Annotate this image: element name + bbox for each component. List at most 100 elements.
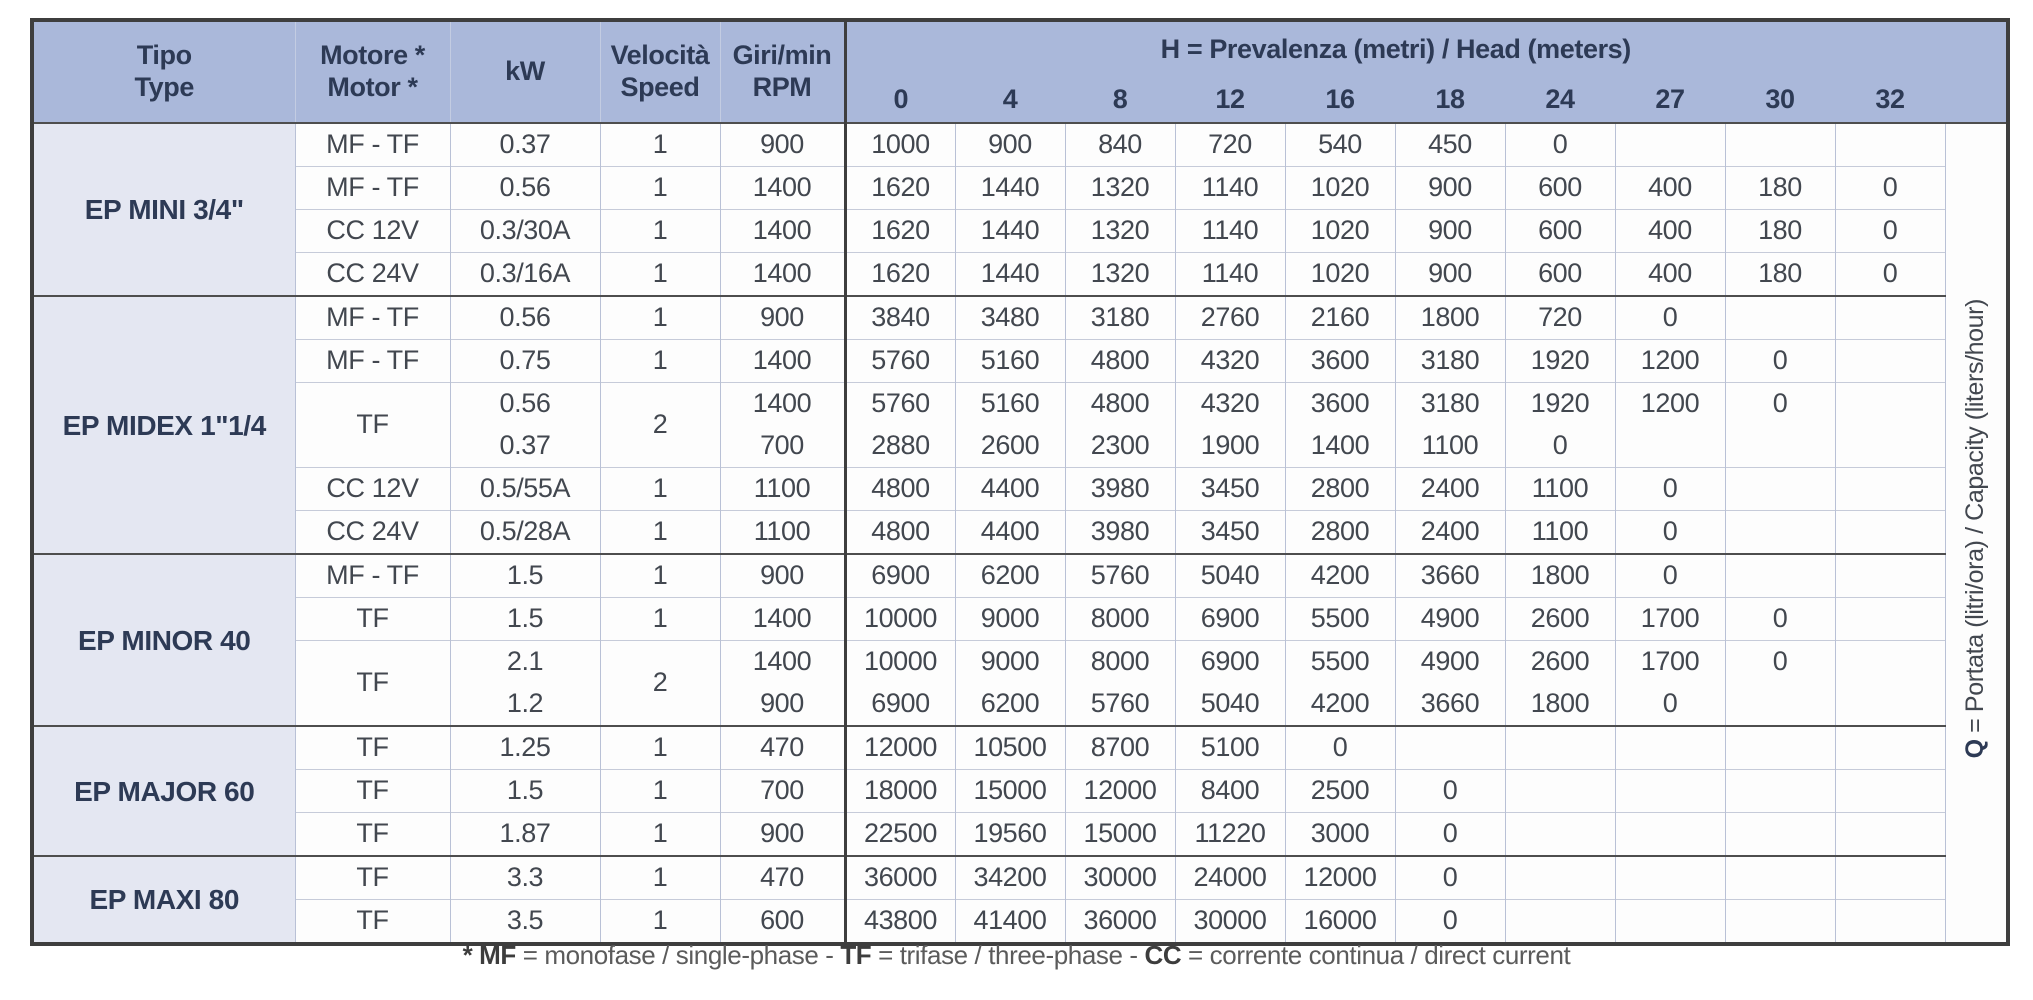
capacity-value-cell <box>1834 467 1946 511</box>
kw-cell: 1.2 <box>449 683 600 726</box>
capacity-value-cell: 1400 <box>1284 425 1395 468</box>
capacity-value-cell: 9000 <box>954 597 1065 641</box>
capacity-value-cell <box>1724 855 1835 900</box>
capacity-value-cell: 600 <box>1504 252 1615 296</box>
table-row: TF 3.5 1 600 43800 41400 36000 30000 16000 0 <box>34 899 2006 942</box>
capacity-value-cell: 3180 <box>1394 339 1505 383</box>
capacity-value-cell: 0 <box>1724 382 1835 425</box>
capacity-value-cell: 3180 <box>1394 382 1505 425</box>
h-col-header: 32 <box>1835 78 1946 123</box>
rpm-cell: 470 <box>719 855 845 900</box>
capacity-value-cell: 4800 <box>1064 339 1175 383</box>
kw-cell: 0.5/28A <box>449 510 600 554</box>
capacity-value-cell <box>1724 683 1835 726</box>
capacity-value-cell: 15000 <box>954 769 1065 813</box>
capacity-value-cell: 1700 <box>1614 597 1725 641</box>
capacity-value-cell: 36000 <box>843 855 955 900</box>
capacity-value-cell: 1440 <box>954 252 1065 296</box>
pump-performance-table: Tipo Type Motore * Motor * kW Velocità Spee… <box>34 22 2007 942</box>
capacity-value-cell: 900 <box>954 122 1065 167</box>
table-row: CC 24V 0.3/16A 1 1400 1620 1440 1320 1140 1020 90… <box>34 252 2006 296</box>
capacity-value-cell: 0 <box>1504 122 1615 167</box>
capacity-value-cell <box>1724 510 1835 554</box>
motor-cell: TF <box>294 382 450 468</box>
kw-cell: 1.87 <box>449 812 600 856</box>
capacity-value-cell <box>1834 683 1946 726</box>
capacity-value-cell: 0 <box>1394 812 1505 856</box>
table-row: MF - TF 0.75 1 1400 5760 5160 4800 4320 3600 3180… <box>34 339 2006 383</box>
capacity-value-cell: 1020 <box>1284 252 1395 296</box>
rpm-cell: 1400 <box>719 166 845 210</box>
h-col-header: 24 <box>1505 78 1615 123</box>
table-row: CC 12V 0.3/30A 1 1400 1620 1440 1320 1140 1020 90… <box>34 209 2006 253</box>
kw-cell: 0.5/55A <box>449 467 600 511</box>
capacity-value-cell: 0 <box>1614 295 1725 340</box>
rpm-cell: 700 <box>719 769 845 813</box>
rpm-cell: 900 <box>719 295 845 340</box>
kw-cell: 0.37 <box>449 122 600 167</box>
capacity-value-cell: 400 <box>1614 209 1725 253</box>
speed-cell: 1 <box>599 467 720 511</box>
kw-cell: 0.56 <box>449 295 600 340</box>
speed-cell: 1 <box>599 812 720 856</box>
capacity-value-cell: 0 <box>1834 166 1946 210</box>
capacity-value-cell: 6900 <box>843 553 955 598</box>
capacity-value-cell <box>1724 553 1835 598</box>
capacity-value-cell <box>1834 812 1946 856</box>
capacity-value-cell: 6900 <box>1174 640 1285 683</box>
capacity-value-cell: 5040 <box>1174 683 1285 726</box>
capacity-value-cell: 3980 <box>1064 467 1175 511</box>
capacity-value-cell: 5160 <box>954 382 1065 425</box>
capacity-value-cell: 1620 <box>843 252 955 296</box>
head-values-row: 0 4 8 12 16 18 24 27 30 32 <box>34 78 2006 123</box>
capacity-value-cell: 3180 <box>1064 295 1175 340</box>
kw-cell: 0.56 <box>449 166 600 210</box>
speed-cell: 2 <box>599 640 720 726</box>
capacity-value-cell <box>1614 812 1725 856</box>
capacity-value-cell: 0 <box>1724 640 1835 683</box>
capacity-value-cell: 720 <box>1504 295 1615 340</box>
capacity-value-cell <box>1834 553 1946 598</box>
rpm-cell: 1400 <box>719 209 845 253</box>
motor-cell: MF - TF <box>294 339 450 383</box>
kw-cell: 2.1 <box>449 640 600 683</box>
capacity-value-cell: 1440 <box>954 166 1065 210</box>
capacity-value-cell: 41400 <box>954 899 1065 942</box>
capacity-value-cell: 1100 <box>1394 425 1505 468</box>
rpm-cell: 600 <box>719 899 845 942</box>
capacity-value-cell: 16000 <box>1284 899 1395 942</box>
capacity-value-cell: 900 <box>1394 166 1505 210</box>
capacity-value-cell: 36000 <box>1064 899 1175 942</box>
capacity-value-cell: 1320 <box>1064 209 1175 253</box>
capacity-value-cell <box>1504 855 1615 900</box>
h-col-header: 4 <box>955 78 1065 123</box>
capacity-value-cell: 3980 <box>1064 510 1175 554</box>
rpm-cell: 1400 <box>719 252 845 296</box>
rpm-cell: 1400 <box>719 597 845 641</box>
q-axis-label: Q = Portata (litri/ora) / Capacity (lite… <box>1961 298 1990 759</box>
kw-cell: 1.5 <box>449 597 600 641</box>
motor-cell: TF <box>294 725 450 770</box>
capacity-value-cell: 2880 <box>843 425 955 468</box>
footnote-segment: = corrente continua / direct current <box>1181 940 1571 970</box>
capacity-value-cell: 0 <box>1614 467 1725 511</box>
capacity-value-cell: 0 <box>1504 425 1615 468</box>
motor-cell: TF <box>294 769 450 813</box>
table-row: TF 2.1 2 1400 10000 9000 8000 6900 5500 4900 2600 1… <box>34 640 2006 726</box>
capacity-value-cell <box>1724 899 1835 942</box>
capacity-value-cell: 4900 <box>1394 640 1505 683</box>
capacity-value-cell: 43800 <box>843 899 955 942</box>
motor-cell: MF - TF <box>294 122 450 167</box>
kw-cell: 0.75 <box>449 339 600 383</box>
kw-cell: 0.37 <box>449 425 600 468</box>
capacity-value-cell: 5160 <box>954 339 1065 383</box>
capacity-value-cell: 3450 <box>1174 467 1285 511</box>
capacity-value-cell <box>1724 295 1835 340</box>
capacity-value-cell: 5760 <box>843 339 955 383</box>
motor-cell: TF <box>294 899 450 942</box>
capacity-value-cell <box>1614 855 1725 900</box>
motor-cell: TF <box>294 640 450 726</box>
footnote-segment: = trifase / three-phase - <box>871 940 1145 970</box>
capacity-value-cell <box>1834 899 1946 942</box>
capacity-value-cell: 180 <box>1724 166 1835 210</box>
